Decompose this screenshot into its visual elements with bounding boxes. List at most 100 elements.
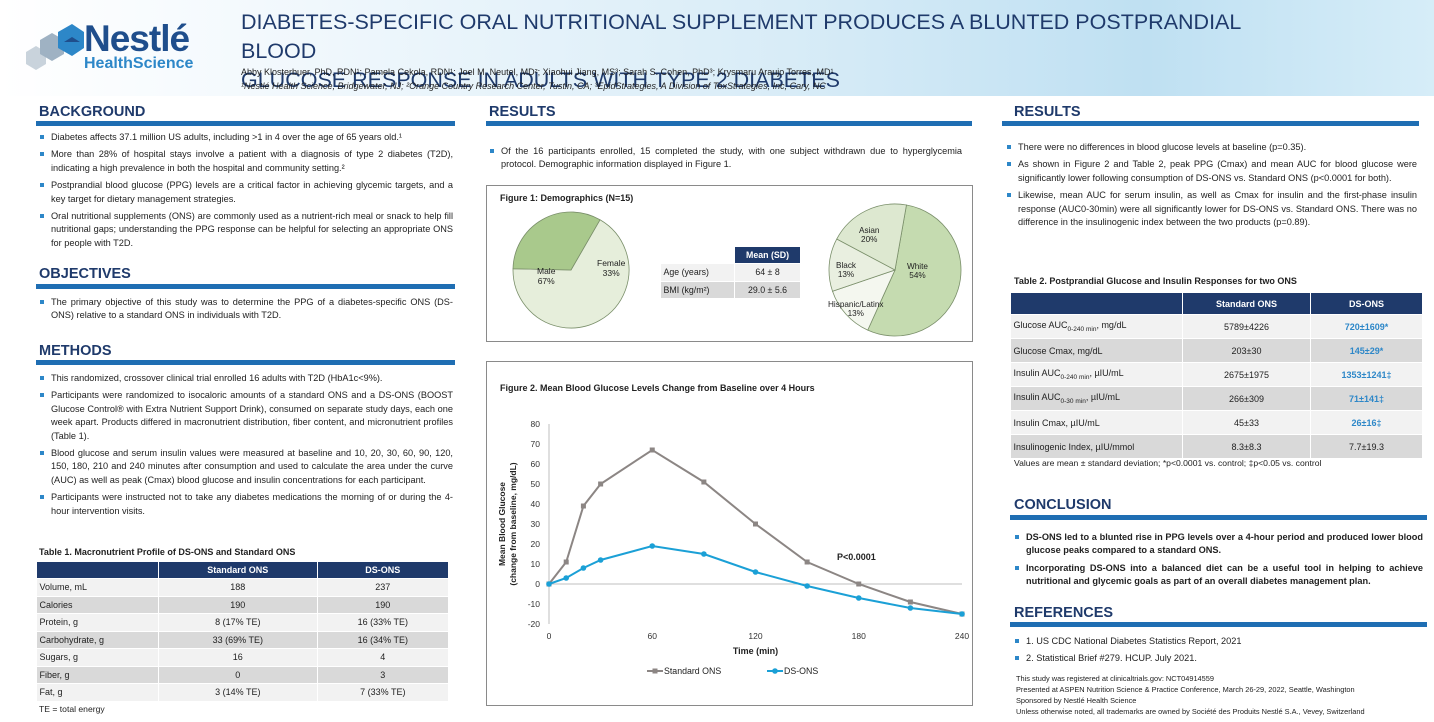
table-cell: 7 (33% TE) (317, 683, 450, 702)
list-item: Postprandial blood glucose (PPG) levels … (38, 179, 453, 206)
list-item: Likewise, mean AUC for serum insulin, as… (1005, 189, 1417, 229)
table-cell: BMI (kg/m²) (660, 281, 736, 299)
table-cell: 1353±1241‡ (1310, 362, 1423, 387)
y-tick-label: 60 (531, 459, 541, 469)
references-list: 1. US CDC National Diabetes Statistics R… (1013, 635, 1423, 670)
table-cell: 0 (158, 666, 318, 684)
table-cell: 26±16‡ (1310, 410, 1423, 435)
table-cell: 16 (33% TE) (317, 613, 450, 632)
list-item: The primary objective of this study was … (38, 296, 453, 323)
table-cell: 29.0 ± 5.6 (734, 281, 801, 299)
table-row: BMI (kg/m²) 29.0 ± 5.6 (660, 281, 801, 299)
table-cell: 33 (69% TE) (158, 631, 318, 649)
table-cell: 237 (317, 578, 450, 597)
table-cell: Insulin AUC0-30 min, µIU/mL (1010, 386, 1183, 411)
table-cell: 5789±4226 (1182, 314, 1311, 339)
table-cell: Calories (36, 596, 159, 614)
sex-pie-chart (512, 211, 630, 329)
table-cell: Insulinogenic Index, µIU/mmol (1010, 434, 1183, 459)
title-line: GLUCOSE RESPONSE IN ADULTS WITH TYPE 2 D… (241, 68, 840, 92)
footer-line: This study was registered at clinicaltri… (1016, 674, 1214, 683)
figure1-box: Figure 1: Demographics (N=15) Male 67% Fe… (486, 185, 973, 342)
table-cell: 2675±1975 (1182, 362, 1311, 387)
x-tick-label: 180 (852, 631, 866, 641)
table-cell: 3 (14% TE) (158, 683, 318, 702)
table-cell: 16 (158, 648, 318, 667)
table-header: Standard ONS (1182, 292, 1311, 315)
y-axis-label: Mean Blood Glucose(change from baseline,… (497, 462, 518, 585)
data-point (804, 583, 810, 589)
list-item: Participants were instructed not to take… (38, 491, 453, 518)
footer-notes: This study was registered at clinicaltri… (1016, 673, 1426, 717)
pie-label-black: Black 13% (836, 261, 857, 279)
list-item: Diabetes affects 37.1 million US adults,… (38, 131, 453, 144)
section-bar (1010, 622, 1427, 627)
data-point (701, 551, 707, 557)
x-tick-label: 0 (547, 631, 552, 641)
pie-label-female: Female 33% (597, 258, 626, 278)
results2-heading: RESULTS (1014, 104, 1081, 120)
table-cell: 7.7±19.3 (1310, 434, 1423, 459)
figure1-title: Figure 1: Demographics (N=15) (500, 193, 634, 203)
y-tick-label: 20 (531, 539, 541, 549)
table-row: Insulin AUC0-240 min, µIU/mL 2675±1975 135… (1010, 362, 1423, 387)
pie-slice-female (512, 211, 601, 271)
figure2-box: Figure 2. Mean Blood Glucose Levels Chan… (486, 361, 973, 706)
table-row: Sugars, g 16 4 (36, 648, 450, 667)
conclusion-list: DS-ONS led to a blunted rise in PPG leve… (1013, 531, 1423, 593)
section-bar (36, 121, 455, 126)
table-cell: Sugars, g (36, 648, 159, 667)
table-header: Standard ONS (158, 561, 318, 579)
background-heading: BACKGROUND (39, 104, 146, 120)
glucose-line-chart: 80 70 60 50 40 30 20 10 0 -10 -20 0 60 120 180 240 Time … (497, 419, 969, 676)
pie-slice-asian (836, 203, 907, 271)
footer-line: Sponsored by Nestlé Health Science (1016, 696, 1137, 705)
x-tick-label: 60 (648, 631, 658, 641)
objectives-list: The primary objective of this study was … (38, 296, 453, 327)
legend-label: Standard ONS (664, 666, 721, 676)
y-tick-label: 70 (531, 439, 541, 449)
data-point (907, 605, 914, 611)
legend-marker (652, 668, 658, 674)
list-item: Participants were randomized to isocalor… (38, 389, 453, 443)
list-item: Of the 16 participants enrolled, 15 comp… (488, 145, 962, 172)
data-point (753, 521, 758, 527)
table1-caption: Table 1. Macronutrient Profile of DS-ONS… (39, 547, 296, 557)
p-value-annotation: P<0.0001 (837, 552, 876, 562)
data-point (649, 543, 656, 549)
y-tick-label: -10 (528, 599, 541, 609)
data-point (597, 557, 604, 563)
table2-caption: Table 2. Postprandial Glucose and Insuli… (1014, 276, 1297, 286)
table-cell: 266±309 (1182, 386, 1311, 411)
table-cell: 64 ± 8 (734, 263, 801, 282)
data-point (563, 559, 569, 565)
table-cell: Carbohydrate, g (36, 631, 159, 649)
table-row: Glucose Cmax, mg/dL 203±30 145±29* (1010, 338, 1423, 363)
results-list: Of the 16 participants enrolled, 15 comp… (488, 145, 962, 176)
table-row: Volume, mL 188 237 (36, 578, 450, 597)
table-cell: Volume, mL (36, 578, 159, 597)
affiliations: ¹Nestlé Health Science, Bridgewater, NJ;… (241, 81, 826, 91)
authors: Abby Klosterbuer, PhD, RDN¹; Pamela Ceko… (241, 67, 834, 77)
results-heading: RESULTS (489, 104, 556, 120)
table-cell: 203±30 (1182, 338, 1311, 363)
table-cell: 16 (34% TE) (317, 631, 450, 649)
table-row: Glucose AUC0-240 min, mg/dL 5789±4226 720±… (1010, 314, 1423, 339)
table2-note: Values are mean ± standard deviation; *p… (1014, 458, 1322, 468)
table-cell: 8.3±8.3 (1182, 434, 1311, 459)
title-line: DIABETES-SPECIFIC ORAL NUTRITIONAL SUPPL… (241, 10, 1241, 63)
data-point (752, 569, 759, 575)
data-point (907, 599, 913, 605)
table-cell: 71±141‡ (1310, 386, 1423, 411)
list-item: Blood glucose and serum insulin values w… (38, 447, 453, 487)
table-cell: Fat, g (36, 683, 159, 702)
data-point (649, 447, 655, 453)
poster-title: DIABETES-SPECIFIC ORAL NUTRITIONAL SUPPL… (241, 8, 1301, 95)
data-point (701, 479, 707, 485)
table-row: Age (years) 64 ± 8 (660, 263, 801, 282)
table-cell: 190 (317, 596, 450, 614)
demographics-table: Mean (SD) Age (years) 64 ± 8 BMI (kg/m²) 29.… (659, 246, 801, 299)
table-cell: 188 (158, 578, 318, 597)
